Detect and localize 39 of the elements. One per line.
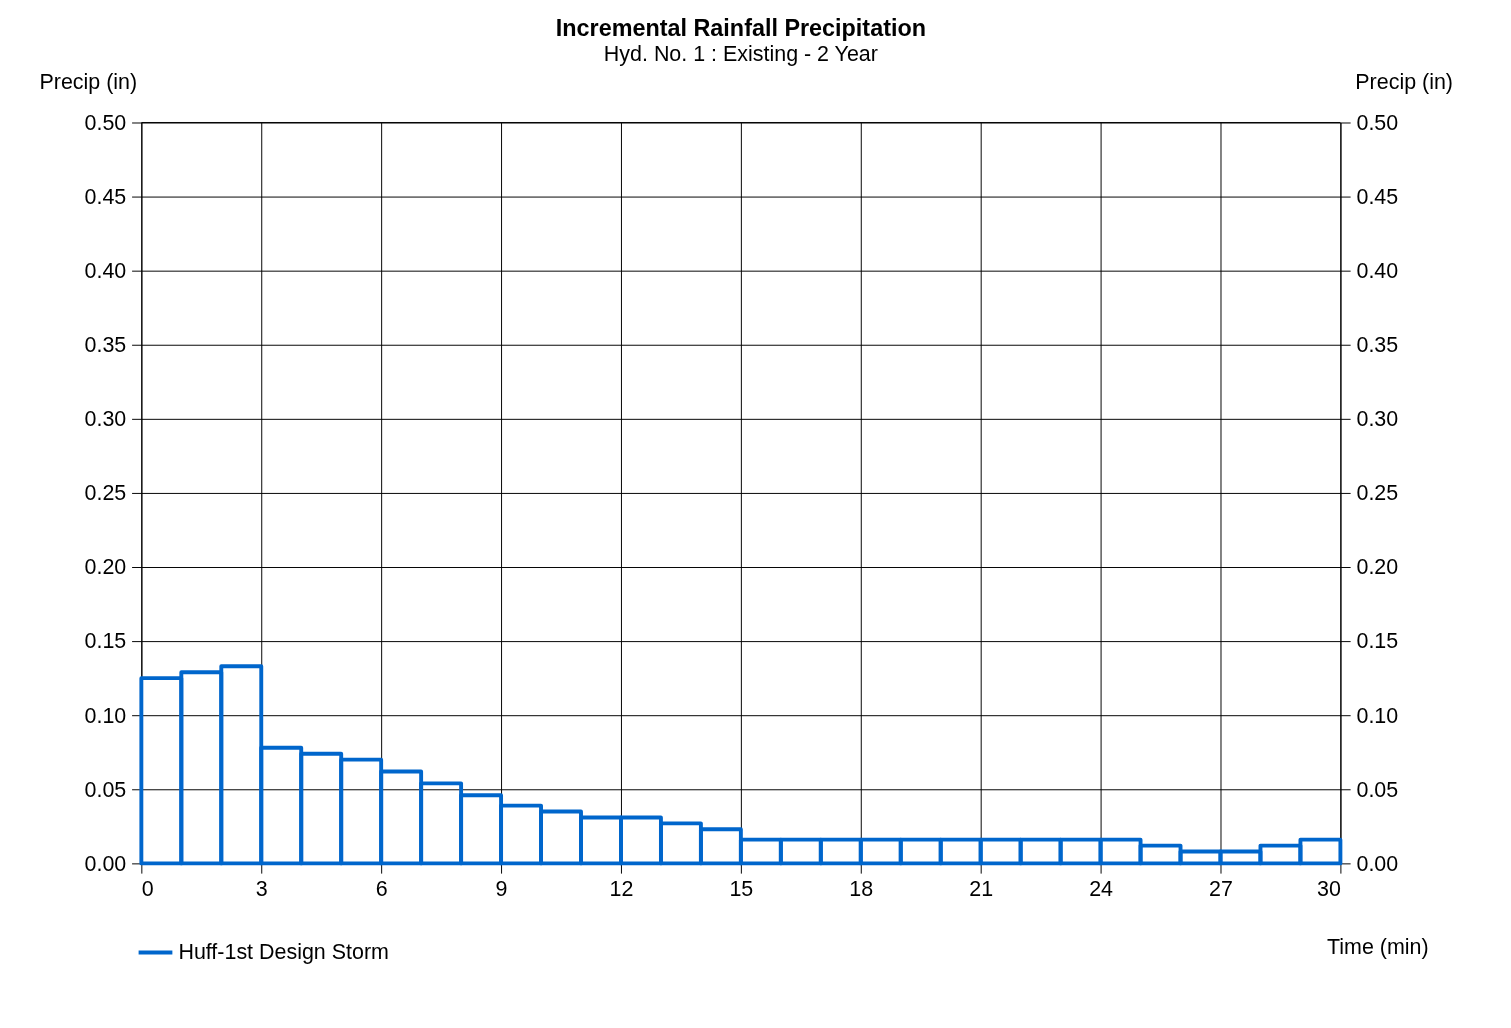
y-tick-label: 0.25 — [84, 481, 127, 506]
y2-axis-title: Precip (in) — [1355, 69, 1453, 94]
x-tick-label: 15 — [729, 877, 754, 902]
y-tick-label: 0.10 — [84, 703, 127, 728]
y2-tick-label: 0.40 — [1356, 258, 1399, 283]
y2-tick-label: 0.05 — [1356, 777, 1399, 802]
y2-tick-label: 0.50 — [1356, 110, 1399, 135]
x-tick-label: 6 — [375, 877, 388, 902]
x-tick-label: 27 — [1209, 877, 1233, 902]
x-tick-label: 9 — [495, 877, 508, 902]
y2-tick-label: 0.35 — [1356, 333, 1399, 358]
y2-tick-label: 0.45 — [1356, 184, 1399, 209]
x-tick-label: 24 — [1089, 877, 1114, 902]
y2-tick-label: 0.00 — [1356, 851, 1399, 876]
y2-tick-label: 0.15 — [1356, 629, 1399, 654]
y-tick-label: 0.35 — [84, 333, 127, 358]
legend-label: Huff-1st Design Storm — [178, 940, 389, 965]
y-tick-label: 0.20 — [84, 555, 127, 580]
y2-tick-label: 0.25 — [1356, 481, 1399, 506]
y-tick-label: 0.15 — [84, 629, 127, 654]
y2-tick-label: 0.30 — [1356, 407, 1399, 432]
x-tick-label: 0 — [141, 877, 154, 902]
y-tick-label: 0.00 — [84, 851, 127, 876]
chart-title: Incremental Rainfall Precipitation — [555, 14, 926, 41]
y2-tick-label: 0.10 — [1356, 703, 1399, 728]
x-tick-label: 18 — [849, 877, 874, 902]
chart-subtitle: Hyd. No. 1 : Existing - 2 Year — [603, 42, 878, 67]
x-tick-label: 12 — [609, 877, 634, 902]
y-tick-label: 0.45 — [84, 184, 127, 209]
y2-tick-label: 0.20 — [1356, 555, 1399, 580]
y-axis-title: Precip (in) — [39, 69, 138, 94]
x-tick-label: 3 — [255, 877, 268, 902]
y-tick-label: 0.30 — [84, 407, 127, 432]
x-tick-label: 30 — [1317, 877, 1341, 902]
y-tick-label: 0.05 — [84, 777, 127, 802]
y-tick-label: 0.50 — [84, 110, 127, 135]
x-tick-label: 21 — [969, 877, 994, 902]
x-axis-title: Time (min) — [1327, 934, 1429, 959]
y-tick-label: 0.40 — [84, 258, 127, 283]
